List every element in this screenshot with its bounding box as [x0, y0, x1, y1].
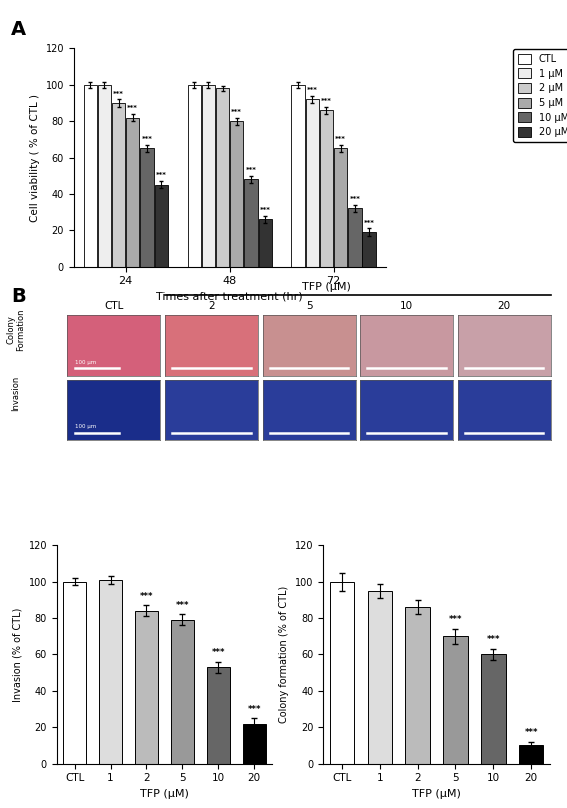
Bar — [230, 121, 243, 267]
Text: B: B — [11, 287, 26, 306]
Text: ***: *** — [128, 105, 138, 112]
Bar — [320, 110, 333, 267]
Bar — [202, 85, 215, 267]
Text: ***: *** — [349, 196, 361, 202]
Text: ***: *** — [363, 220, 375, 225]
Text: ***: *** — [524, 728, 538, 737]
X-axis label: TFP (μM): TFP (μM) — [412, 789, 461, 799]
Bar — [519, 745, 543, 764]
Text: 5: 5 — [306, 301, 312, 311]
X-axis label: Times after treatment (hr): Times after treatment (hr) — [156, 292, 303, 302]
Text: ***: *** — [321, 98, 332, 104]
Bar — [112, 103, 125, 267]
Bar — [443, 637, 468, 764]
Text: CTL: CTL — [104, 301, 124, 311]
Bar — [206, 667, 230, 764]
Text: 20: 20 — [497, 301, 511, 311]
Bar — [171, 620, 194, 764]
Bar — [135, 611, 158, 764]
Y-axis label: Cell viability ( % of CTL ): Cell viability ( % of CTL ) — [30, 94, 40, 221]
Text: 10: 10 — [400, 301, 413, 311]
Text: ***: *** — [486, 635, 500, 645]
Bar — [99, 580, 122, 764]
Text: Invasion: Invasion — [11, 376, 20, 411]
Text: ***: *** — [156, 172, 167, 179]
Text: TFP (μM): TFP (μM) — [302, 283, 350, 292]
Text: ***: *** — [247, 705, 261, 713]
Text: 100 μm: 100 μm — [75, 360, 96, 364]
Y-axis label: Invasion (% of CTL): Invasion (% of CTL) — [13, 608, 23, 701]
Bar — [348, 208, 362, 267]
Text: ***: *** — [211, 648, 225, 657]
Bar — [98, 85, 111, 267]
Bar — [481, 654, 506, 764]
Text: ***: *** — [142, 136, 153, 142]
Text: ***: *** — [139, 591, 153, 601]
Text: ***: *** — [113, 90, 124, 97]
Bar — [330, 582, 354, 764]
Text: 100 μm: 100 μm — [75, 424, 96, 430]
Bar — [188, 85, 201, 267]
Text: ***: *** — [231, 109, 242, 115]
Text: Colony
Formation: Colony Formation — [6, 309, 26, 351]
Text: ***: *** — [260, 207, 270, 213]
Bar — [291, 85, 304, 267]
Bar — [126, 117, 139, 267]
Bar — [259, 219, 272, 267]
Bar — [405, 608, 430, 764]
Bar — [243, 724, 266, 764]
Text: ***: *** — [246, 167, 256, 173]
Bar — [306, 99, 319, 267]
Bar — [367, 591, 392, 764]
Text: ***: *** — [307, 87, 318, 93]
Y-axis label: Colony formation (% of CTL): Colony formation (% of CTL) — [280, 586, 289, 723]
Bar — [362, 232, 376, 267]
Text: ***: *** — [448, 616, 462, 625]
Bar — [141, 149, 154, 267]
X-axis label: TFP (μM): TFP (μM) — [140, 789, 189, 799]
Legend: CTL, 1 μM, 2 μM, 5 μM, 10 μM, 20 μM: CTL, 1 μM, 2 μM, 5 μM, 10 μM, 20 μM — [513, 49, 567, 142]
Text: ***: *** — [335, 136, 346, 142]
Bar — [155, 185, 168, 267]
Bar — [63, 582, 86, 764]
Bar — [244, 179, 257, 267]
Bar — [83, 85, 97, 267]
Text: 2: 2 — [208, 301, 215, 311]
Text: A: A — [11, 20, 27, 40]
Text: ***: *** — [176, 601, 189, 610]
Bar — [216, 88, 229, 267]
Bar — [334, 149, 348, 267]
